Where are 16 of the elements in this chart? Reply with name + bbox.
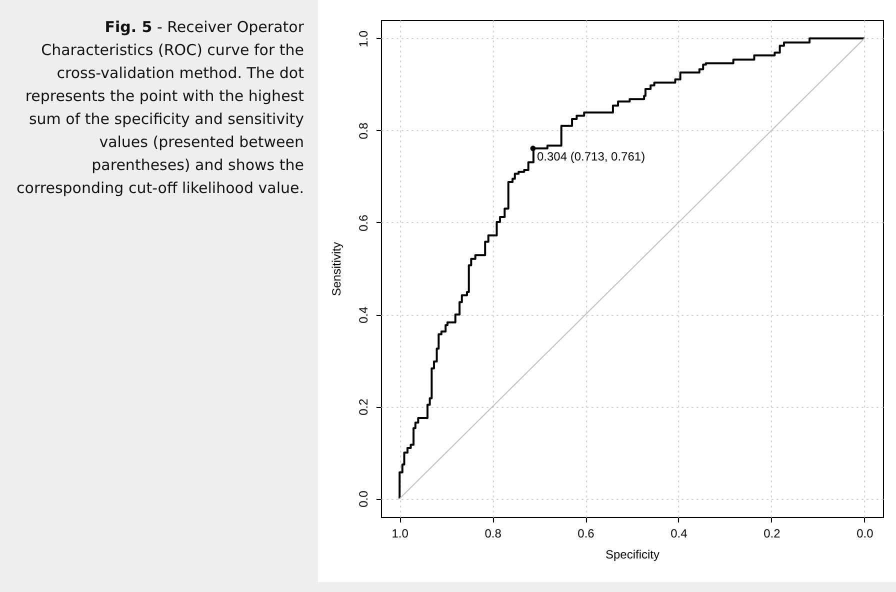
y-tick-label: 0.0 [356, 490, 370, 508]
y-tick-label: 0.8 [356, 122, 370, 140]
x-tick-label: 0.6 [578, 526, 595, 540]
text: Fig. 5 - Receiver Operator Characteristics (ROC) curve for the cross-validation method. The dot represents the point with the highest sum of the specificity and sensitivity values (presented between parentheses) and shows the corresponding cut-off likelihood value. [16, 18, 304, 197]
y-tick-label: 1.0 [356, 30, 370, 48]
y-tick-label: 0.4 [356, 306, 370, 324]
y-tick-label: 0.2 [356, 398, 370, 416]
x-tick-label: 0.4 [670, 526, 688, 540]
y-tick-label: 0.6 [356, 214, 370, 232]
x-tick-label: 0.2 [764, 526, 781, 540]
annotation: 0.304 (0.713, 0.761) [536, 149, 646, 164]
x-tick-label: 0.8 [484, 526, 502, 540]
x-tick-label: 1.0 [392, 526, 409, 540]
x-tick-label: 0.0 [856, 526, 874, 540]
x-axis-title: Specificity [605, 548, 660, 562]
y-axis-title: Sensitivity [330, 242, 344, 296]
